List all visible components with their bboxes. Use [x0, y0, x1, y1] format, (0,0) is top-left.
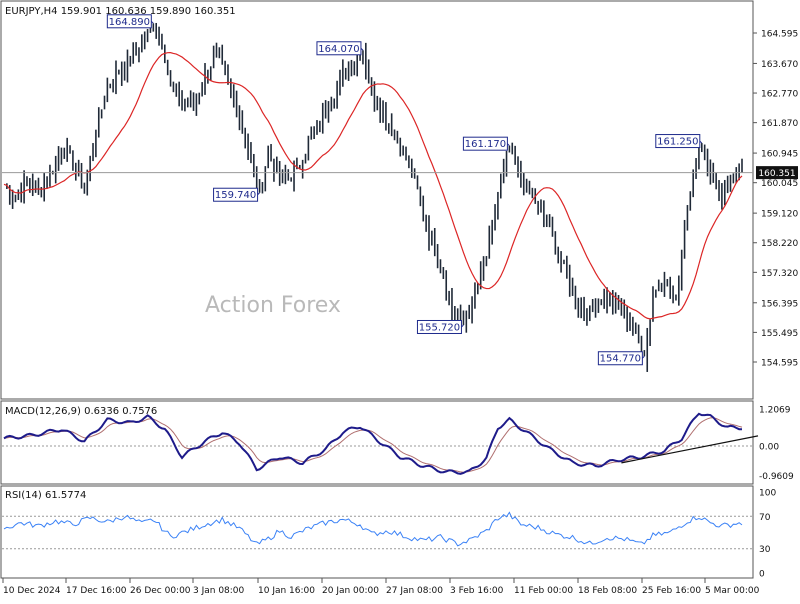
annotation-box — [316, 41, 362, 56]
x-tick-label: 26 Dec 00:00 — [130, 586, 191, 596]
macd-line — [3, 412, 743, 475]
y-tick-label: 100 — [759, 489, 776, 499]
price-annotations: 164.890 159.740 164.070 161.170 155.720 161.2… — [106, 14, 703, 366]
y-tick-label: 154.595 — [761, 359, 798, 369]
macd-series — [3, 412, 759, 475]
y-tick-label: 164.595 — [761, 30, 798, 40]
x-tick-label: 10 Dec 2024 — [3, 586, 61, 596]
macd-label: MACD(12,26,9) 0.6336 0.7576 — [5, 406, 157, 417]
y-tick-label: 155.495 — [761, 329, 798, 339]
rsi-line — [3, 511, 743, 547]
annotation-label: 159.740 — [215, 190, 256, 201]
y-tick-label: 162.770 — [761, 90, 798, 100]
y-tick-label: 157.320 — [761, 269, 798, 279]
current-price-label: 160.351 — [758, 169, 795, 179]
annotation-box — [106, 14, 152, 29]
x-tick-label: 11 Feb 00:00 — [514, 586, 573, 596]
y-tick-label: 159.120 — [761, 210, 798, 220]
y-tick-label: 156.395 — [761, 299, 798, 309]
x-axis: 10 Dec 2024 17 Dec 16:00 26 Dec 00:00 3 Jan… — [2, 578, 760, 596]
macd-trendline — [621, 435, 759, 464]
annotation-box — [655, 134, 701, 149]
watermark: Action Forex — [205, 293, 341, 318]
x-tick-label: 5 Mar 00:00 — [705, 586, 760, 596]
annotation-box — [416, 319, 462, 334]
macd-signal-line — [3, 417, 743, 473]
y-tick-label: 163.670 — [761, 60, 798, 70]
symbol-info: EURJPY,H4 159.901 160.636 159.890 160.35… — [5, 6, 236, 17]
y-tick-label: 160.045 — [761, 179, 798, 189]
annotation-box — [462, 136, 508, 151]
y-tick-label: 161.870 — [761, 119, 798, 129]
y-tick-label: 160.945 — [761, 150, 798, 160]
annotation-label: 161.250 — [657, 137, 698, 148]
y-tick-label: 0 — [759, 570, 765, 580]
rsi-label: RSI(14) 61.5774 — [5, 490, 86, 501]
x-tick-label: 18 Feb 08:00 — [578, 586, 637, 596]
y-tick-label: -0.9609 — [759, 472, 794, 482]
x-tick-label: 25 Feb 16:00 — [642, 586, 701, 596]
annotation-label: 161.170 — [465, 139, 506, 150]
rsi-series — [3, 511, 743, 547]
y-tick-label: 158.220 — [761, 239, 798, 249]
y-tick-label: 70 — [759, 513, 771, 523]
x-tick-label: 17 Dec 16:00 — [66, 586, 127, 596]
x-tick-label: 27 Jan 08:00 — [386, 586, 443, 596]
annotation-label: 155.720 — [419, 322, 460, 333]
macd-y-axis: 1.2069 0.00 -0.9609 — [2, 406, 794, 482]
x-tick-label: 3 Jan 08:00 — [193, 586, 245, 596]
annotation-label: 164.890 — [109, 17, 150, 28]
ma-series — [3, 52, 743, 320]
y-tick-label: 1.2069 — [759, 406, 791, 416]
ma-line — [3, 52, 743, 320]
current-price: 160.351 — [2, 166, 798, 180]
x-tick-label: 3 Feb 16:00 — [450, 586, 504, 596]
annotation-label: 154.770 — [600, 354, 641, 365]
x-tick-label: 20 Jan 00:00 — [322, 586, 379, 596]
macd-panel-frame — [0, 400, 754, 485]
y-tick-label: 30 — [759, 545, 771, 555]
annotation-box — [597, 351, 643, 366]
annotation-box — [213, 187, 259, 202]
current-price-badge — [756, 166, 798, 180]
rsi-panel-frame — [0, 485, 754, 579]
price-y-axis: 164.595 163.670 162.770 161.870 160.945 160.0… — [753, 30, 798, 369]
y-tick-label: 0.00 — [759, 443, 779, 453]
candles — [6, 22, 743, 372]
annotation-label: 164.070 — [318, 44, 359, 55]
price-panel-frame — [0, 0, 754, 400]
x-tick-label: 10 Jan 16:00 — [258, 586, 315, 596]
